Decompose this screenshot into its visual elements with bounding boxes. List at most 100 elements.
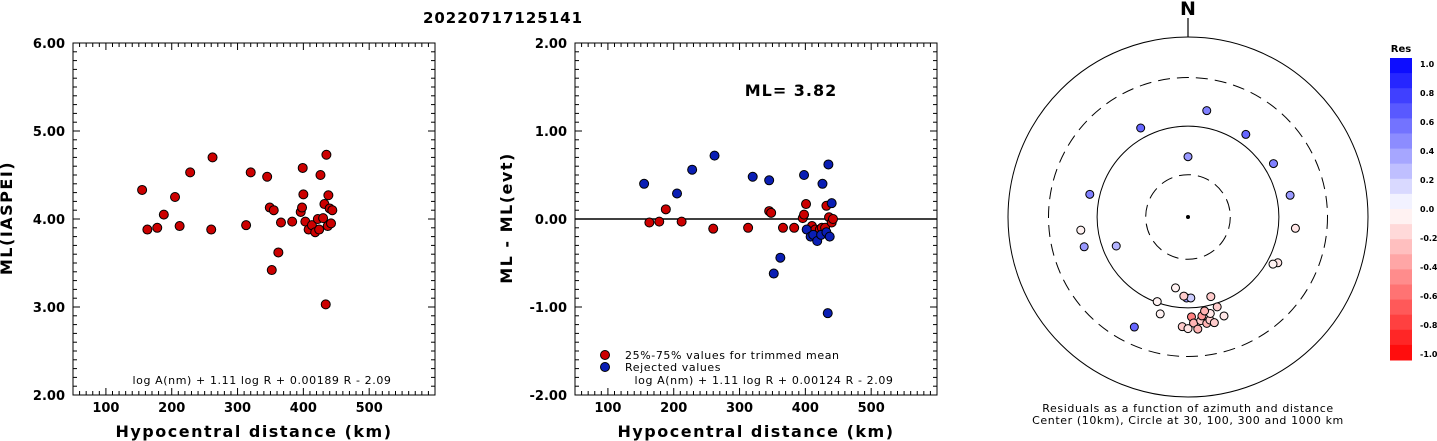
colorbar-segment <box>1390 58 1412 74</box>
data-point <box>206 224 217 235</box>
colorbar-tick-label: -0.8 <box>1420 321 1437 330</box>
colorbar-segment <box>1390 163 1412 180</box>
data-point <box>320 299 331 310</box>
data-point <box>709 150 720 161</box>
station-marker <box>1200 306 1210 316</box>
legend-label-trimmed: 25%-75% values for trimmed mean <box>625 349 840 362</box>
colorbar-tick-label: 0.0 <box>1420 205 1435 214</box>
colorbar-segment <box>1390 193 1412 210</box>
distance-ring <box>1007 36 1369 398</box>
data-point <box>314 224 325 235</box>
station-marker <box>1076 225 1086 235</box>
data-point <box>297 162 308 173</box>
colorbar-segment <box>1390 254 1412 270</box>
station-marker <box>1285 190 1295 200</box>
ml-annotation: ML= 3.82 <box>745 81 838 100</box>
north-label: N <box>1180 0 1196 20</box>
station-marker <box>1111 241 1121 251</box>
colorbar-tick-label: 0.6 <box>1420 118 1435 127</box>
colorbar-tick-label: 1.0 <box>1420 60 1435 69</box>
station-marker <box>1219 311 1229 321</box>
data-point <box>170 192 181 202</box>
x-tick-label: 400 <box>792 401 819 416</box>
colorbar-tick-label: -0.6 <box>1420 292 1437 301</box>
colorbar-segment <box>1390 148 1412 165</box>
station-marker <box>1202 106 1212 116</box>
x-tick-label: 500 <box>356 401 383 416</box>
panel2-ylabel: ML - ML(evt) <box>497 152 516 284</box>
data-point <box>822 308 833 319</box>
station-marker <box>1290 223 1300 233</box>
distance-ring <box>1048 77 1328 357</box>
colorbar-segment <box>1390 103 1412 119</box>
panel2-formula: log A(nm) + 1.11 log R + 0.00124 R - 2.0… <box>634 374 893 387</box>
residual-vs-distance-panel: 100 200 300 400 500 -2.00 -1.00 0.00 1.00 2.00 <box>530 37 938 416</box>
data-point <box>660 204 671 215</box>
station-marker <box>1152 297 1162 307</box>
legend-marker-trimmed <box>600 350 610 360</box>
data-point <box>142 224 153 235</box>
colorbar-segment <box>1390 329 1412 346</box>
x-tick-label: 300 <box>224 401 251 416</box>
data-point <box>768 268 779 279</box>
data-point <box>207 152 218 163</box>
distance-ring <box>1096 125 1280 309</box>
station-marker <box>1129 322 1139 332</box>
data-point <box>676 216 687 227</box>
data-point <box>639 178 650 189</box>
colorbar-segment <box>1390 239 1412 255</box>
data-point <box>708 223 719 234</box>
station-marker <box>1193 324 1203 334</box>
figure-title: 20220717125141 <box>423 9 583 27</box>
station-marker <box>1085 189 1095 199</box>
data-point <box>799 170 810 180</box>
plot-frame <box>72 42 436 396</box>
colorbar-segment <box>1390 314 1412 331</box>
station-marker <box>1170 283 1180 293</box>
data-point <box>777 222 788 233</box>
y-tick-label: -1.00 <box>530 301 567 316</box>
colorbar-segment <box>1390 299 1412 316</box>
y-tick-label: 2.00 <box>33 389 65 404</box>
polar-caption-line2: Center (10km), Circle at 30, 100, 300 an… <box>1032 414 1344 427</box>
data-point <box>315 170 326 180</box>
data-point <box>152 222 163 233</box>
y-tick-label: 0.00 <box>535 213 567 228</box>
station-marker <box>1268 259 1278 269</box>
data-point <box>266 265 277 276</box>
data-point <box>323 190 334 201</box>
data-point <box>766 207 777 218</box>
data-point <box>268 205 279 216</box>
polar-caption-line1: Residuals as a function of azimuth and d… <box>1042 402 1333 415</box>
colorbar-segment <box>1390 118 1412 134</box>
colorbar-segment <box>1390 88 1412 104</box>
station-marker <box>1079 242 1089 252</box>
data-point <box>801 199 812 210</box>
colorbar-tick-label: 0.4 <box>1420 147 1435 156</box>
station-marker <box>1155 309 1165 319</box>
colorbar-segment <box>1390 284 1412 301</box>
center-marker <box>1186 215 1190 219</box>
panel1-formula: log A(nm) + 1.11 log R + 0.00189 R - 2.0… <box>132 374 391 387</box>
data-point <box>137 184 148 195</box>
data-point <box>273 247 284 258</box>
data-point <box>245 167 256 178</box>
data-point <box>826 198 837 209</box>
colorbar-title: Res <box>1391 44 1411 55</box>
data-point <box>241 220 252 231</box>
y-tick-label: 3.00 <box>33 301 65 316</box>
y-tick-label: 1.00 <box>535 125 567 140</box>
colorbar-tick-label: -1.0 <box>1420 350 1437 359</box>
panel1-xlabel: Hypocentral distance (km) <box>115 422 392 441</box>
x-tick-label: 400 <box>290 401 317 416</box>
data-point <box>747 171 758 182</box>
colorbar-segment <box>1390 178 1412 195</box>
data-point <box>644 217 655 228</box>
legend-label-rejected: Rejected values <box>625 361 721 374</box>
data-point <box>318 213 329 224</box>
y-tick-label: 4.00 <box>33 213 65 228</box>
data-point <box>828 214 839 224</box>
data-point <box>158 209 169 220</box>
colorbar-segment <box>1390 133 1412 150</box>
